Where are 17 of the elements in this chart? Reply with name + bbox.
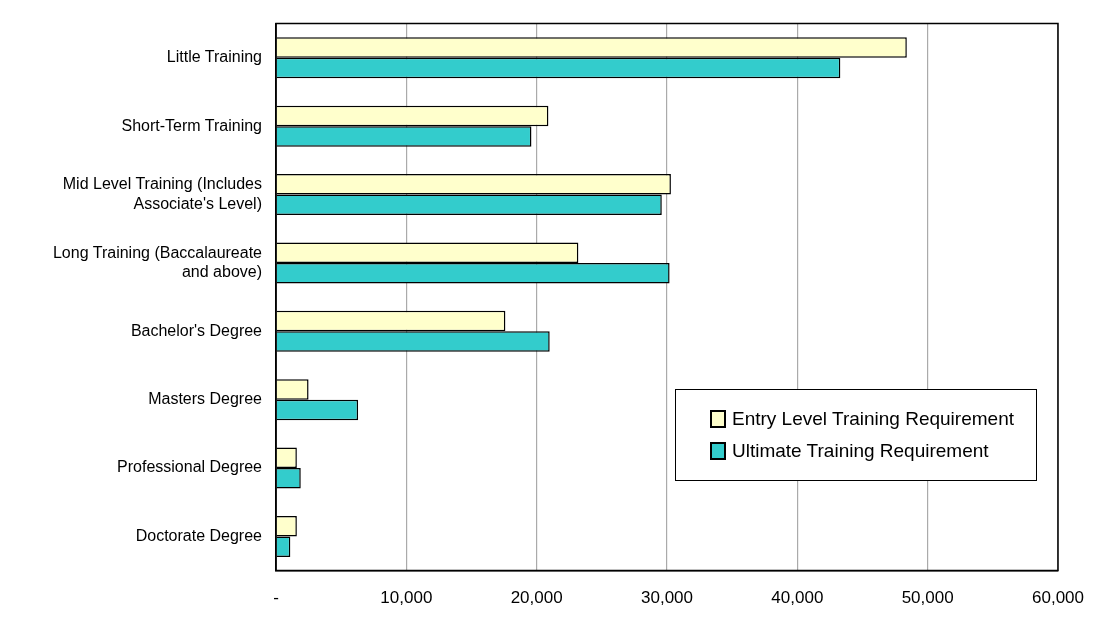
x-tick-label: 60,000 bbox=[1032, 588, 1084, 608]
legend-label: Entry Level Training Requirement bbox=[732, 407, 1014, 430]
y-tick-label: Short-Term Training bbox=[121, 116, 262, 134]
x-tick-label: 50,000 bbox=[901, 588, 954, 608]
y-tick-label: Masters Degree bbox=[148, 390, 263, 408]
y-tick-label: Long Training (Baccalaureate and above) bbox=[52, 243, 263, 280]
y-tick-label: Mid Level Training (Includes Associate's Level) bbox=[62, 175, 262, 212]
x-tick-label: 10,000 bbox=[380, 588, 433, 608]
y-tick-label: Doctorate Degree bbox=[135, 526, 263, 544]
y-tick-label: Little Training bbox=[166, 48, 262, 66]
y-tick-label: Bachelor's Degree bbox=[130, 321, 263, 339]
x-tick-label: 30,000 bbox=[641, 588, 693, 608]
x-tick-label: - bbox=[273, 588, 279, 608]
x-tick-label: 40,000 bbox=[771, 588, 824, 608]
y-tick-label: Professional Degree bbox=[117, 458, 263, 476]
legend-label: Ultimate Training Requirement bbox=[732, 439, 989, 462]
x-tick-label: 20,000 bbox=[510, 588, 563, 608]
